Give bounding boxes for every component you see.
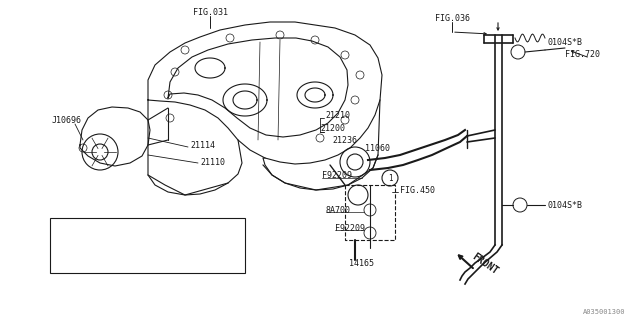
Text: F92209: F92209: [335, 223, 365, 233]
Text: 21114: 21114: [190, 140, 215, 149]
Text: 21210: 21210: [325, 110, 350, 119]
Text: FIG.450: FIG.450: [400, 186, 435, 195]
Text: F92209: F92209: [322, 171, 352, 180]
Text: FRONT: FRONT: [470, 252, 500, 276]
Text: 21200: 21200: [320, 124, 345, 132]
Text: 11060: 11060: [365, 143, 390, 153]
Text: 0104S*A ( -'15MY1409): 0104S*A ( -'15MY1409): [78, 228, 175, 237]
Text: A035001300: A035001300: [582, 309, 625, 315]
Text: 0104S*B: 0104S*B: [548, 37, 583, 46]
Text: J20604  ('15MY1409- ): J20604 ('15MY1409- ): [78, 253, 175, 262]
Text: 21110: 21110: [200, 157, 225, 166]
Text: 8A700: 8A700: [326, 205, 351, 214]
Circle shape: [53, 236, 71, 254]
Bar: [50, 218, 245, 273]
Text: 1: 1: [60, 241, 65, 250]
Text: FIG.720: FIG.720: [565, 50, 600, 59]
Text: 0104S*B: 0104S*B: [548, 201, 583, 210]
Text: FIG.036: FIG.036: [435, 13, 470, 22]
Text: FIG.031: FIG.031: [193, 7, 227, 17]
Text: 1: 1: [388, 173, 392, 182]
Text: 14165: 14165: [349, 259, 374, 268]
Text: 21236: 21236: [332, 135, 357, 145]
Text: J10696: J10696: [52, 116, 82, 124]
